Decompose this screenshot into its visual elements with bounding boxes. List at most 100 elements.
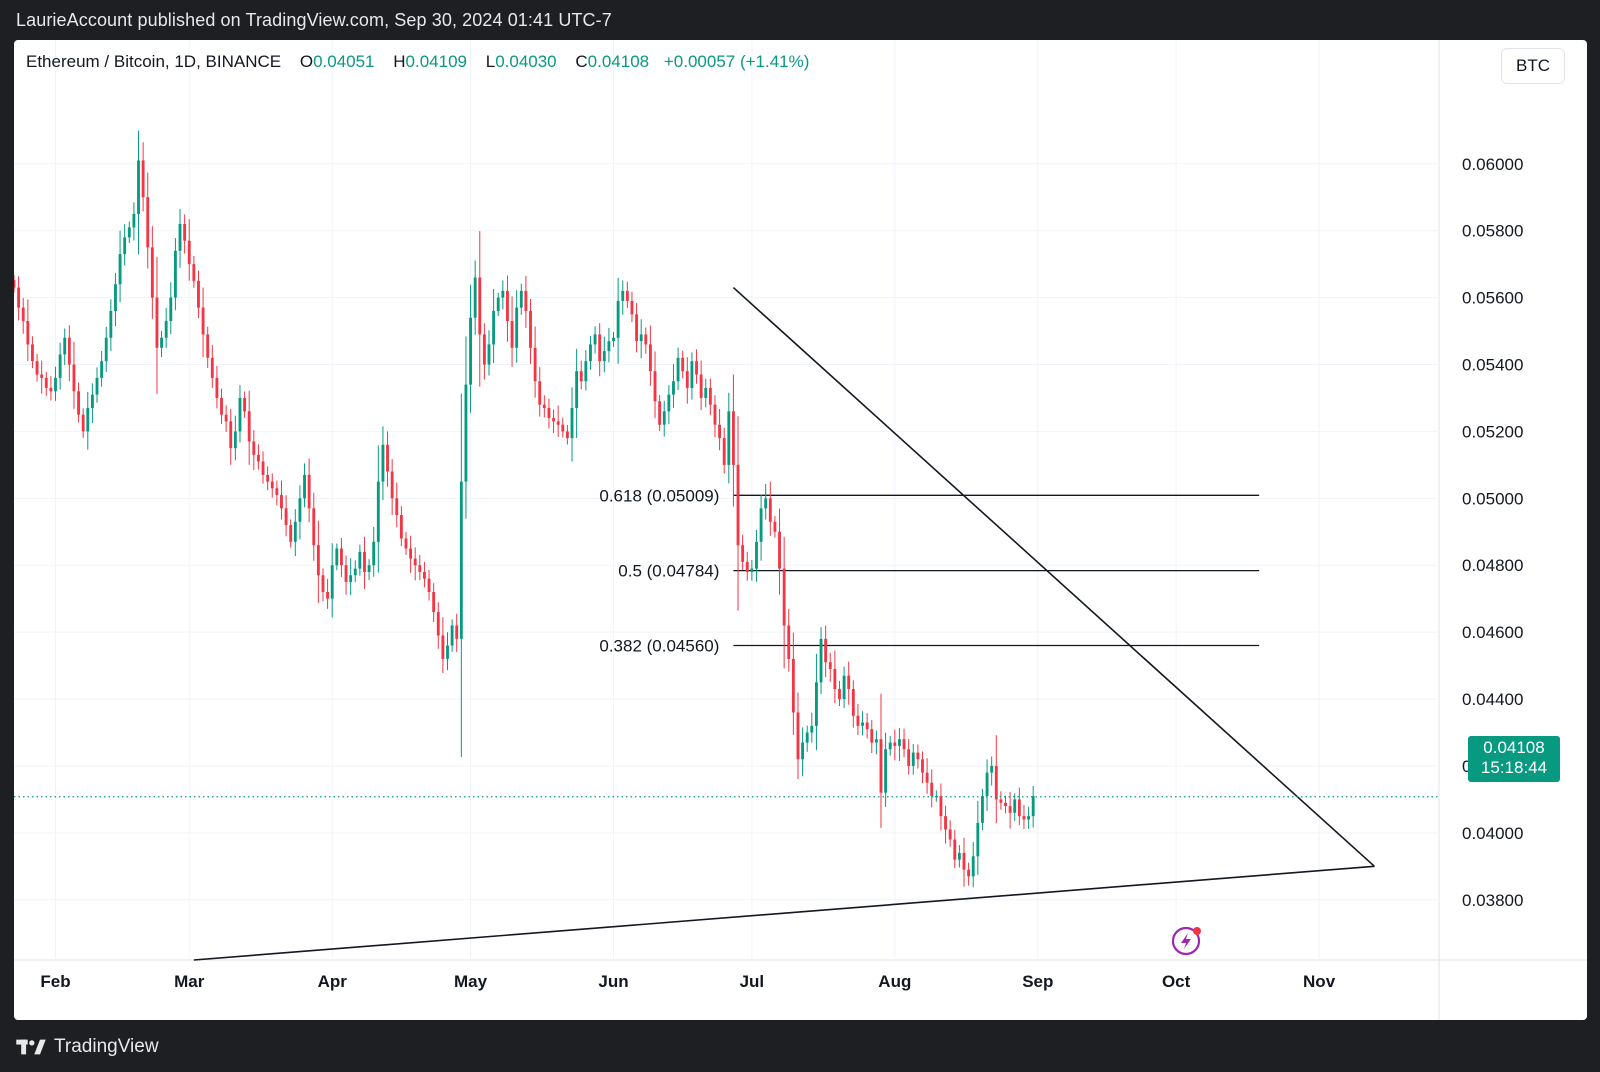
candle [944, 805, 947, 844]
candle-body [570, 408, 574, 439]
candle [542, 395, 546, 418]
candle [1031, 786, 1035, 828]
footer-brand[interactable]: TradingView [54, 1036, 159, 1057]
candle-body [856, 715, 860, 726]
candle [939, 783, 943, 831]
candle [907, 739, 911, 775]
x-tick-label: May [454, 972, 488, 991]
candle-body [423, 571, 426, 579]
candle [616, 277, 620, 364]
candle [791, 632, 795, 735]
candle-body [1031, 796, 1035, 817]
candle [487, 330, 491, 376]
candle [538, 367, 542, 417]
candle-body [441, 635, 445, 659]
candle-body [390, 471, 394, 499]
candle [690, 352, 694, 400]
candle-body [708, 387, 712, 405]
x-tick-label: Sep [1022, 972, 1053, 991]
candle [967, 862, 971, 886]
candle [773, 516, 777, 538]
fib-level-label: 0.618 (0.05009) [599, 486, 719, 505]
candle [625, 281, 629, 309]
candle-body [26, 321, 30, 345]
candle [1004, 795, 1007, 814]
candle [639, 319, 643, 359]
candlestick-chart[interactable]: 0.618 (0.05009) 0.5 (0.04784) 0.382 (0.045… [14, 40, 1587, 1020]
candle-body [473, 277, 477, 318]
candle-body [838, 689, 841, 700]
candle [381, 426, 385, 501]
candle [533, 326, 537, 398]
candle [648, 325, 652, 386]
candle-body [616, 300, 620, 338]
fib-level-label: 0.5 (0.04784) [618, 562, 719, 581]
candle-body [31, 344, 34, 362]
candle [280, 480, 283, 520]
candle-body [630, 300, 634, 315]
candle [1022, 804, 1026, 830]
candle [266, 466, 270, 491]
candle [183, 214, 187, 254]
candle-body [547, 408, 551, 419]
replay-bolt-icon[interactable] [1171, 926, 1201, 956]
candle [233, 415, 237, 461]
candle [67, 325, 71, 382]
candle [598, 323, 602, 377]
x-tick-label: Feb [40, 972, 70, 991]
candle [459, 393, 463, 758]
candle-body [395, 498, 399, 516]
close-label: C [575, 52, 588, 71]
currency-button[interactable]: BTC [1501, 48, 1565, 84]
candle [252, 430, 256, 470]
candle-body [114, 284, 117, 311]
candle [141, 142, 145, 212]
candle [529, 298, 532, 364]
candle-body [492, 310, 496, 345]
candle [985, 759, 989, 811]
fibonacci-levels: 0.618 (0.05009) 0.5 (0.04784) 0.382 (0.045… [599, 486, 1260, 656]
candle-body [944, 816, 947, 830]
candle [519, 283, 523, 315]
candle [778, 508, 781, 595]
candle-body [418, 565, 422, 572]
candle [612, 332, 615, 347]
candle [307, 458, 311, 523]
candle-body [510, 321, 514, 348]
chart-panel[interactable]: 0.618 (0.05009) 0.5 (0.04784) 0.382 (0.045… [14, 40, 1587, 1020]
candle [750, 559, 754, 581]
candle-body [307, 474, 311, 509]
candle [95, 367, 99, 403]
candle-body [164, 321, 168, 338]
candle-body [17, 287, 21, 308]
candle-body [598, 334, 602, 362]
candle [759, 494, 763, 561]
candle [796, 692, 800, 780]
candle [745, 551, 749, 581]
candle-body [464, 384, 468, 482]
candle-body [40, 374, 44, 378]
candle-body [589, 344, 592, 362]
candle [870, 719, 874, 754]
candle [210, 345, 214, 388]
candle [44, 371, 48, 397]
candle [976, 800, 980, 876]
candle [999, 791, 1003, 810]
candle-body [358, 551, 362, 569]
candle [321, 568, 325, 602]
candle [54, 366, 57, 401]
candle [478, 231, 482, 387]
candle [621, 280, 625, 315]
candle-body [293, 521, 297, 542]
candle [981, 788, 984, 831]
candle-body [731, 411, 735, 465]
symbol-label[interactable]: Ethereum / Bitcoin, 1D, BINANCE [26, 52, 282, 71]
candle-body [907, 749, 911, 766]
candle [86, 391, 90, 450]
candle [109, 299, 113, 351]
candle-body [953, 839, 957, 860]
candle [358, 544, 362, 576]
candle [58, 342, 62, 390]
candle [395, 482, 399, 528]
candle-body [639, 334, 643, 342]
